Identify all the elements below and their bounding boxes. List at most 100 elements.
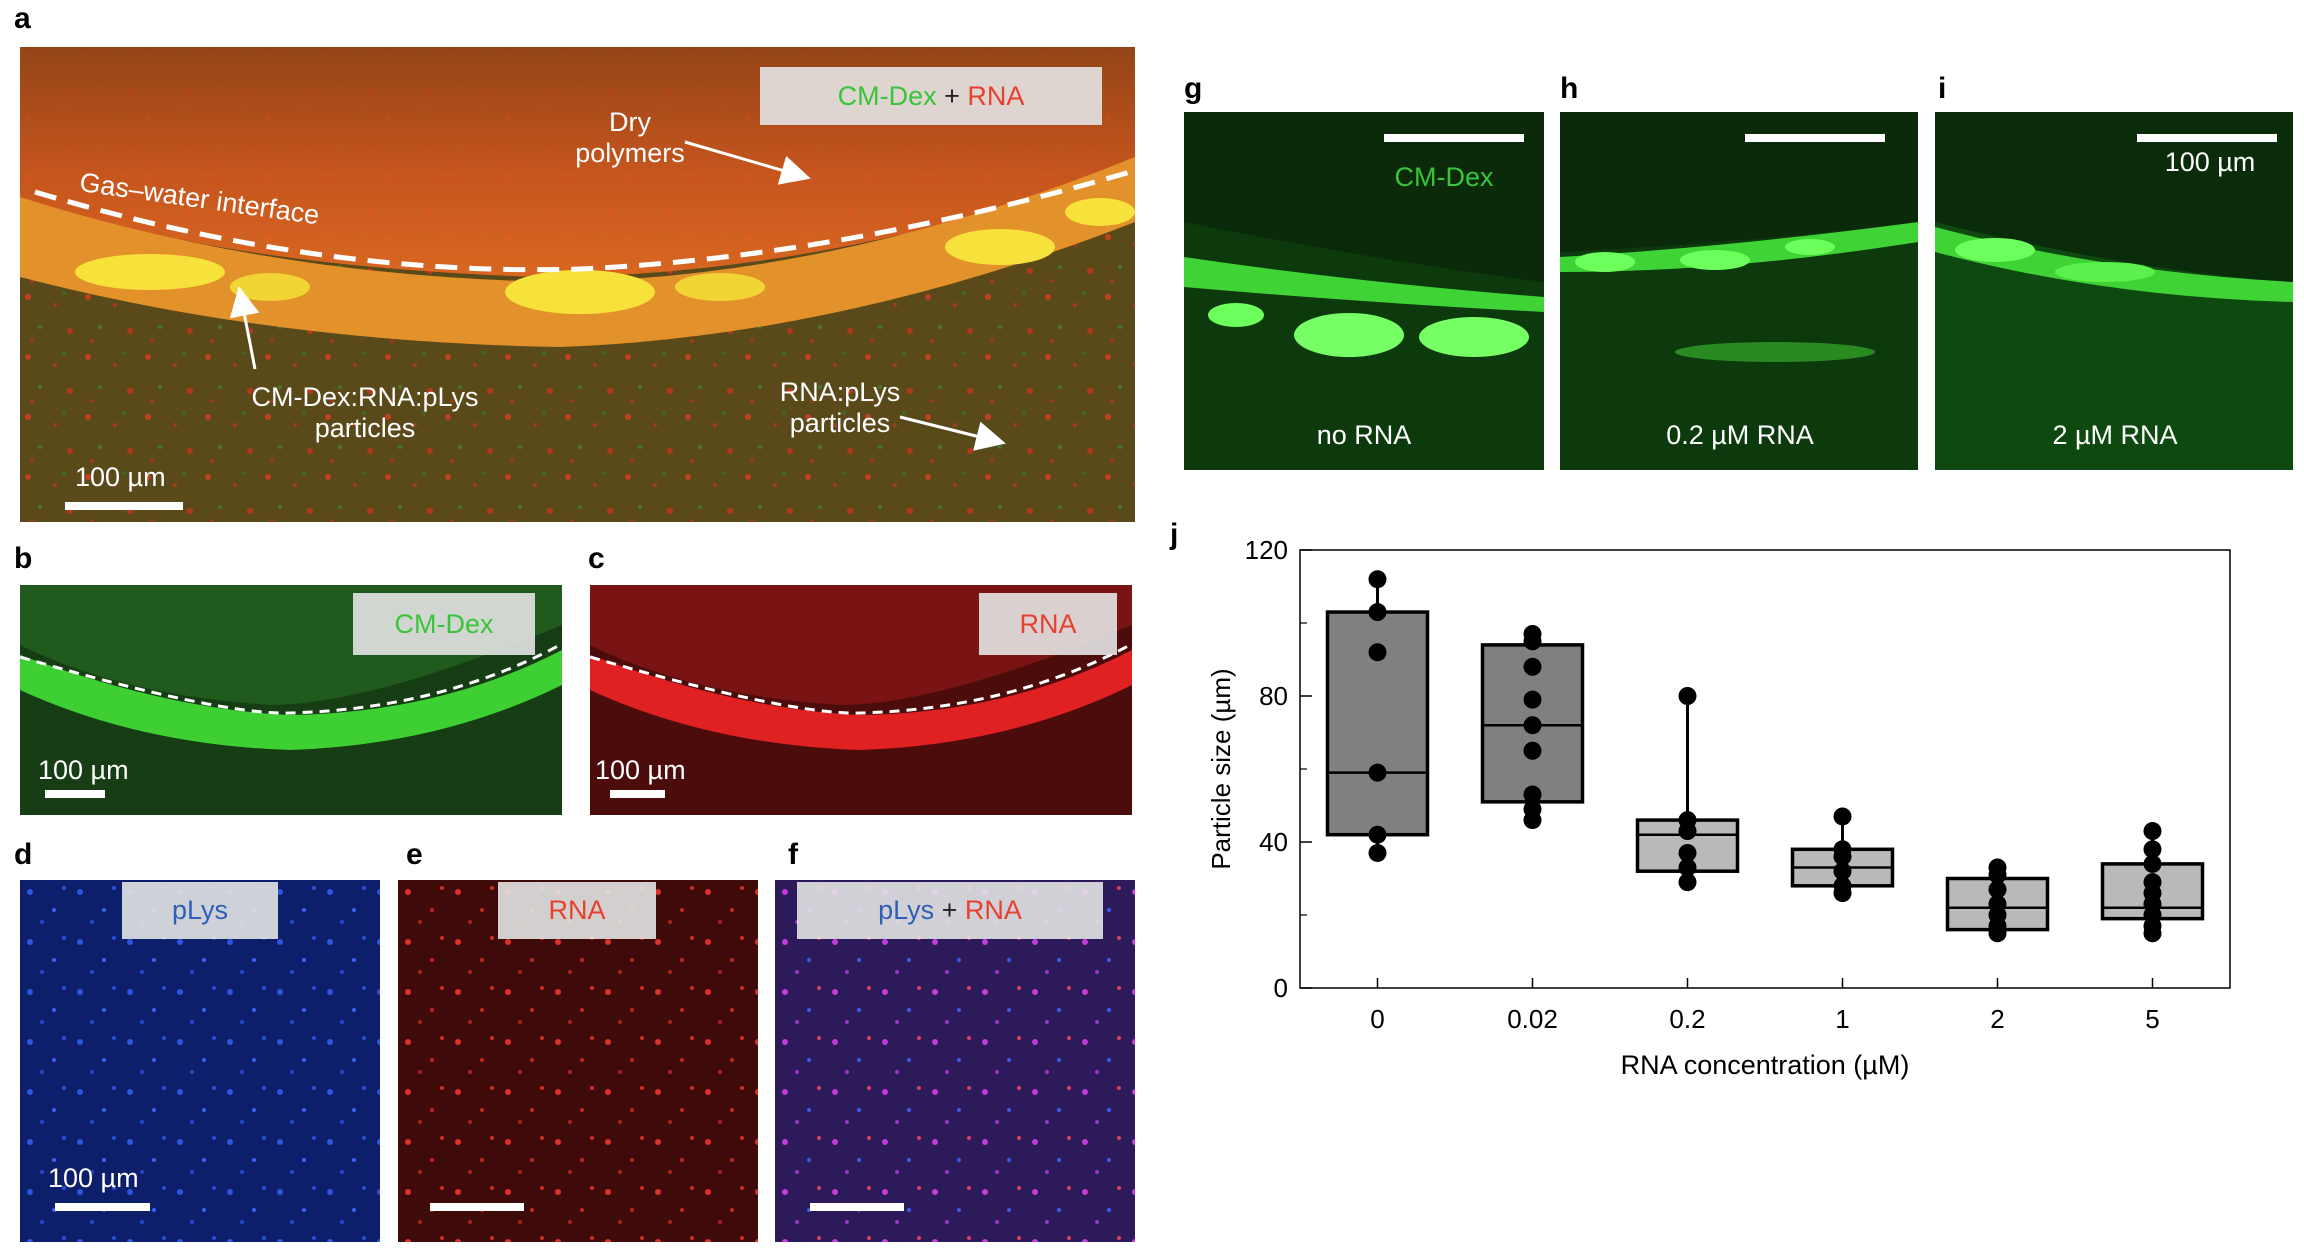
y-tick-label-40: 40 [1259,827,1288,857]
label-e: RNA [548,895,606,925]
data-point-0.02-5 [1523,690,1542,709]
x-tick-label-0: 0 [1370,1004,1384,1034]
data-point-0.02-3 [1523,741,1542,760]
data-point-0-0 [1368,843,1387,862]
label-d: pLys [171,895,229,925]
data-point-0.02-1 [1523,800,1542,819]
data-point-0.2-2 [1678,843,1697,862]
panel-letter-i: i [1938,72,1947,105]
data-point-0.2-4 [1678,811,1697,830]
scale-label-c: 100 µm [595,755,686,785]
label-box-c: RNA [979,593,1117,655]
data-point-5-6 [2143,854,2162,873]
label-box-f: pLys + RNA [797,882,1103,939]
data-point-0-2 [1368,763,1387,782]
scale-bar-b [45,790,105,798]
chart-y-axis-label: Particle size (µm) [1206,668,1236,869]
x-tick-label-5: 5 [2145,1004,2159,1034]
panel-letter-b: b [14,542,33,575]
scale-label-i: 100 µm [2164,147,2256,177]
scale-bar-c [610,790,665,798]
label-b: CM-Dex [394,608,494,639]
label-a-plus: + [936,80,968,111]
micrograph-a-image [20,47,1135,522]
label-a-cmdex: CM-Dex [837,80,937,111]
caption-i: 2 µM RNA [2052,420,2178,450]
label-a-rna: RNA [967,80,1025,111]
micrograph-h: 0.2 µM RNA [1560,112,1918,470]
y-tick-label-0: 0 [1274,973,1288,1003]
panel-letter-h: h [1560,72,1579,105]
scale-label-a: 100 µm [75,462,166,492]
caption-g: no RNA [1316,420,1412,450]
annotation-dry-polymers: Dry polymers [575,107,685,169]
micrograph-c: RNA 100 µm [590,585,1132,815]
panel-letter-f: f [788,838,798,871]
data-point-1-2 [1833,862,1852,881]
chart-x-axis-label: RNA concentration (µM) [1621,1050,1910,1080]
panel-letter-d: d [14,838,33,871]
data-point-2-4 [1988,880,2007,899]
annotation-cmdex-rna-plys-particles: CM-Dex:RNA:pLys particles [251,382,479,444]
data-point-0.2-5 [1678,687,1697,705]
micrograph-f: pLys + RNA [775,880,1135,1242]
data-point-0.02-6 [1523,657,1542,676]
data-point-0.2-0 [1678,873,1697,892]
panel-letter-a: a [14,2,31,35]
x-tick-label-1: 1 [1835,1004,1849,1034]
micrograph-e-image [398,880,758,1242]
label-box-d: pLys [122,882,278,939]
data-point-0-4 [1368,603,1387,622]
label-box-a: CM-Dex + RNA [760,67,1102,125]
chart-plot-area: 0 40 80 120 0 0.02 0.2 1 2 5 [1245,535,2231,1034]
label-f-rna: RNA [964,895,1022,925]
micrograph-g-image [1184,112,1544,470]
scale-label-d: 100 µm [48,1163,139,1193]
micrograph-b: CM-Dex 100 µm [20,585,562,815]
scale-bar-i [2137,134,2277,142]
data-point-1-4 [1833,840,1852,859]
scale-bar-h [1745,134,1885,142]
scale-bar-a [65,502,183,510]
data-point-5-5 [2143,873,2162,892]
scale-label-b: 100 µm [38,755,129,785]
box-plot-particle-size: 0 40 80 120 0 0.02 0.2 1 2 5 Particle size (µm) R… [1206,535,2231,1080]
scale-bar-f [810,1203,904,1211]
scale-bar-g [1384,134,1524,142]
label-f-plys: pLys [878,895,935,925]
data-point-2-3 [1988,895,2007,914]
data-point-1-1 [1833,876,1852,895]
data-point-0.02-2 [1523,785,1542,804]
micrograph-h-image [1560,112,1918,470]
panel-letter-e: e [406,838,423,871]
label-g: CM-Dex [1394,162,1494,192]
micrograph-f-image [775,880,1135,1242]
y-tick-label-80: 80 [1259,681,1288,711]
micrograph-e: RNA [398,880,758,1242]
data-point-5-8 [2143,822,2162,841]
data-point-0-3 [1368,643,1387,662]
x-tick-label-2: 2 [1990,1004,2004,1034]
data-point-2-6 [1988,858,2007,877]
label-box-e: RNA [498,882,656,939]
micrograph-d: pLys 100 µm [20,880,380,1242]
scale-bar-e [430,1203,524,1211]
panel-letter-c: c [588,542,605,575]
panel-letter-j: j [1170,518,1179,551]
data-point-0-5 [1368,570,1387,589]
micrograph-a: CM-Dex + RNA Dry polymers Gas–water inte… [20,47,1135,522]
annotation-arrows-a [229,140,1006,451]
caption-h: 0.2 µM RNA [1666,420,1814,450]
micrograph-d-image [20,880,380,1242]
chart-frame [1299,549,2231,989]
data-point-5-7 [2143,840,2162,859]
panel-letter-g: g [1184,72,1203,105]
x-tick-label-0.02: 0.02 [1507,1004,1558,1034]
micrograph-g: CM-Dex no RNA [1184,112,1544,470]
annotation-rna-plys-particles: RNA:pLys particles [779,377,901,439]
data-point-1-5 [1833,807,1852,826]
label-c: RNA [1019,608,1077,639]
data-point-0.02-8 [1523,624,1542,643]
label-box-b: CM-Dex [353,593,535,655]
data-point-0.2-1 [1678,858,1697,877]
